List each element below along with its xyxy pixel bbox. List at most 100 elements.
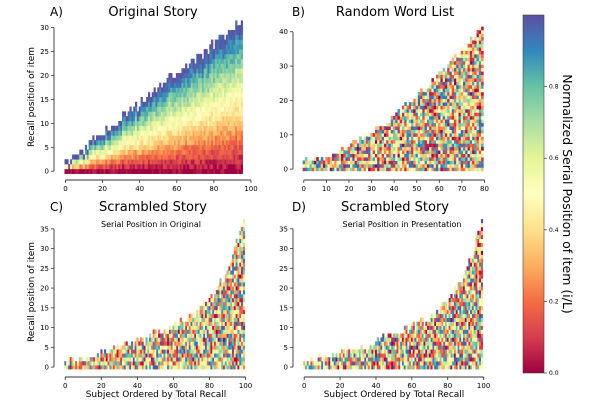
heatmap-cell xyxy=(156,365,159,370)
heatmap-cell xyxy=(393,353,396,358)
heatmap-cell xyxy=(341,153,344,158)
heatmap-cell xyxy=(413,157,416,161)
heatmap-cell xyxy=(435,102,439,106)
heatmap-cell xyxy=(456,98,459,103)
heatmap-cell xyxy=(78,365,81,370)
heatmap-cell xyxy=(122,120,125,127)
heatmap-cell xyxy=(162,164,166,170)
heatmap-cell xyxy=(173,101,177,107)
heatmap-cell xyxy=(203,333,206,338)
heatmap-cell xyxy=(467,119,471,124)
heatmap-cell xyxy=(226,357,229,362)
heatmap-cell xyxy=(237,329,240,334)
heatmap-cell xyxy=(451,112,455,117)
heatmap-cell xyxy=(93,365,96,370)
heatmap-cell xyxy=(172,333,175,338)
heatmap-cell xyxy=(449,133,453,137)
heatmap-cell xyxy=(125,365,128,370)
heatmap-cell xyxy=(369,349,372,354)
heatmap-cell xyxy=(134,345,137,350)
heatmap-cell xyxy=(170,154,173,160)
heatmap-cell xyxy=(458,109,462,113)
heatmap-cell xyxy=(472,71,475,76)
heatmap-cell xyxy=(195,317,199,322)
heatmap-cell xyxy=(413,112,416,117)
heatmap-cell xyxy=(218,135,221,141)
heatmap-cell xyxy=(447,78,450,82)
heatmap-cell xyxy=(476,71,480,76)
heatmap-cell xyxy=(229,164,232,170)
heatmap-cell xyxy=(212,321,215,326)
heatmap-cell xyxy=(241,305,244,311)
heatmap-cell xyxy=(152,337,155,342)
heatmap-cell xyxy=(188,365,191,370)
heatmap-cell xyxy=(472,160,475,165)
heatmap-cell xyxy=(190,337,193,342)
heatmap-cell xyxy=(427,353,430,358)
heatmap-cell xyxy=(226,297,229,303)
heatmap-cell xyxy=(445,349,448,354)
heatmap-cell xyxy=(136,154,140,160)
heatmap-cell xyxy=(440,157,444,161)
heatmap-cell xyxy=(97,168,101,174)
heatmap-cell xyxy=(111,361,114,366)
heatmap-cell xyxy=(177,345,181,350)
heatmap-cell xyxy=(79,149,82,155)
heatmap-cell xyxy=(233,73,236,79)
heatmap-cell xyxy=(242,250,246,255)
heatmap-cell xyxy=(233,125,236,131)
heatmap-cell xyxy=(238,92,242,98)
heatmap-cell xyxy=(449,71,453,76)
heatmap-cell xyxy=(212,53,216,60)
heatmap-cell xyxy=(183,140,186,146)
heatmap-cell xyxy=(448,357,451,362)
heatmap-cell xyxy=(194,82,197,88)
heatmap-cell xyxy=(226,325,229,330)
heatmap-cell xyxy=(431,129,435,134)
heatmap-cell xyxy=(406,115,410,120)
heatmap-cell xyxy=(227,34,231,40)
heatmap-cell xyxy=(227,144,231,151)
heatmap-cell xyxy=(203,301,206,307)
heatmap-cell xyxy=(216,63,219,69)
heatmap-cell xyxy=(212,159,216,165)
heatmap-cell xyxy=(469,57,473,62)
heatmap-cell xyxy=(389,365,392,370)
heatmap-cell xyxy=(212,73,216,79)
heatmap-cell xyxy=(403,329,406,334)
heatmap-cell xyxy=(210,309,213,315)
heatmap-cell xyxy=(112,125,115,131)
heatmap-cell xyxy=(87,365,90,370)
heatmap-cell xyxy=(469,119,473,124)
heatmap-cell xyxy=(449,136,453,141)
heatmap-cell xyxy=(379,129,383,134)
heatmap-cell xyxy=(177,325,181,330)
heatmap-cell xyxy=(404,150,407,155)
heatmap-cell xyxy=(75,361,78,366)
heatmap-cell xyxy=(233,274,237,279)
heatmap-cell xyxy=(154,361,157,366)
heatmap-cell xyxy=(233,333,237,338)
heatmap-cell xyxy=(218,77,221,83)
heatmap-cell xyxy=(458,105,462,110)
heatmap-cell xyxy=(412,365,415,370)
heatmap-cell xyxy=(324,365,327,370)
heatmap-cell xyxy=(235,44,238,50)
heatmap-cell xyxy=(192,365,195,370)
heatmap-cell xyxy=(383,139,387,144)
heatmap-cell xyxy=(465,129,468,134)
heatmap-cell xyxy=(437,357,440,362)
heatmap-cell xyxy=(225,58,229,64)
heatmap-cell xyxy=(429,157,432,161)
heatmap-cell xyxy=(453,150,457,155)
heatmap-cell xyxy=(205,305,208,311)
heatmap-cell xyxy=(453,64,457,69)
heatmap-cell xyxy=(101,140,104,146)
heatmap-cell xyxy=(399,133,403,137)
heatmap-cell xyxy=(227,116,231,122)
heatmap-cell xyxy=(478,88,482,93)
heatmap-cell xyxy=(188,333,191,338)
heatmap-cell xyxy=(192,73,195,79)
heatmap-cell xyxy=(362,361,365,366)
heatmap-cell xyxy=(438,157,441,161)
